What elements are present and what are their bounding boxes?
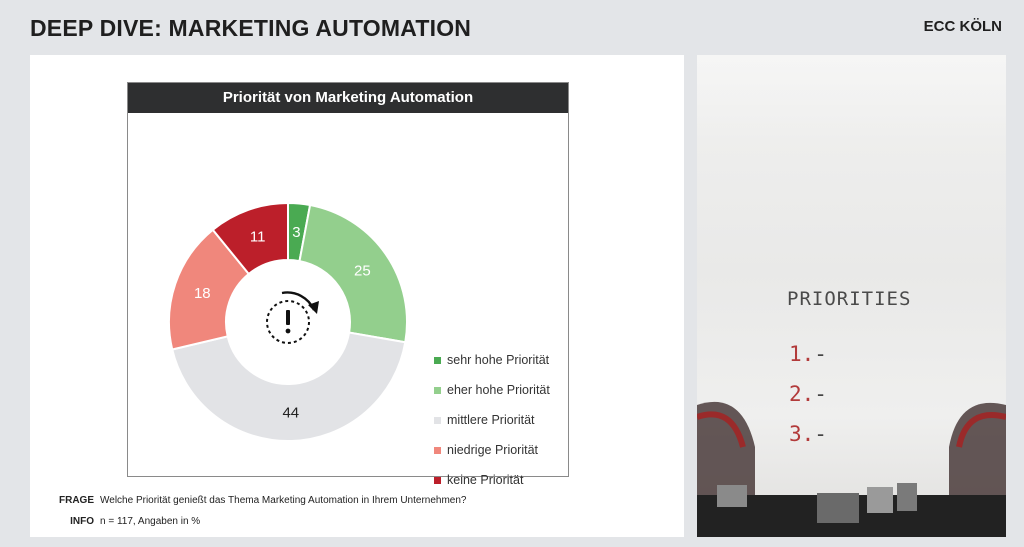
typewriter-photo: PRIORITIES 1.- 2.- 3.- [697, 55, 1006, 537]
slice-value-label: 3 [292, 224, 300, 241]
slice-value-label: 25 [354, 262, 371, 279]
photo-line-2: 2.- [789, 382, 827, 406]
photo-title: PRIORITIES [787, 288, 912, 310]
legend-swatch [434, 386, 441, 394]
legend-label: eher hohe Priorität [447, 383, 550, 397]
question-note: FRAGE Welche Priorität genießt das Thema … [30, 495, 466, 506]
info-note: INFO n = 117, Angaben in % [30, 516, 200, 527]
brand-logo: ECC KÖLN [923, 18, 1002, 35]
chart-legend: sehr hohe Priorität eher hohe Priorität mi… [434, 345, 550, 495]
legend-label: sehr hohe Priorität [447, 353, 550, 367]
info-text: n = 117, Angaben in % [100, 516, 201, 527]
legend-item: mittlere Priorität [434, 405, 550, 435]
chart-title: Priorität von Marketing Automation [128, 83, 568, 113]
chart-box: Priorität von Marketing Automation 3 25 44… [127, 82, 569, 487]
typewriter-illustration [697, 55, 1006, 537]
donut-chart: 3 25 44 18 11 [168, 201, 408, 442]
slice-value-label: 44 [282, 404, 299, 421]
legend-label: mittlere Priorität [447, 413, 535, 427]
clock-exclamation-icon [266, 291, 319, 344]
page-title: DEEP DIVE: MARKETING AUTOMATION [30, 15, 472, 41]
legend-item: niedrige Priorität [434, 435, 550, 465]
frage-text: Welche Priorität genießt das Thema Marke… [100, 495, 467, 506]
legend-swatch [434, 356, 441, 364]
slice-value-label: 11 [250, 229, 266, 246]
info-label: INFO [70, 516, 94, 527]
legend-swatch [434, 476, 441, 484]
chart-panel: Priorität von Marketing Automation 3 25 44… [30, 55, 684, 537]
slice-value-label: 18 [194, 285, 211, 302]
legend-label: niedrige Priorität [447, 443, 539, 457]
frage-label: FRAGE [59, 495, 94, 506]
legend-swatch [434, 416, 441, 424]
legend-label: keine Priorität [447, 473, 524, 487]
legend-item: sehr hohe Priorität [434, 345, 550, 375]
photo-line-3: 3.- [789, 422, 827, 446]
legend-item: keine Priorität [434, 465, 550, 495]
legend-swatch [434, 446, 441, 454]
photo-line-1: 1.- [789, 342, 827, 366]
legend-item: eher hohe Priorität [434, 375, 550, 405]
